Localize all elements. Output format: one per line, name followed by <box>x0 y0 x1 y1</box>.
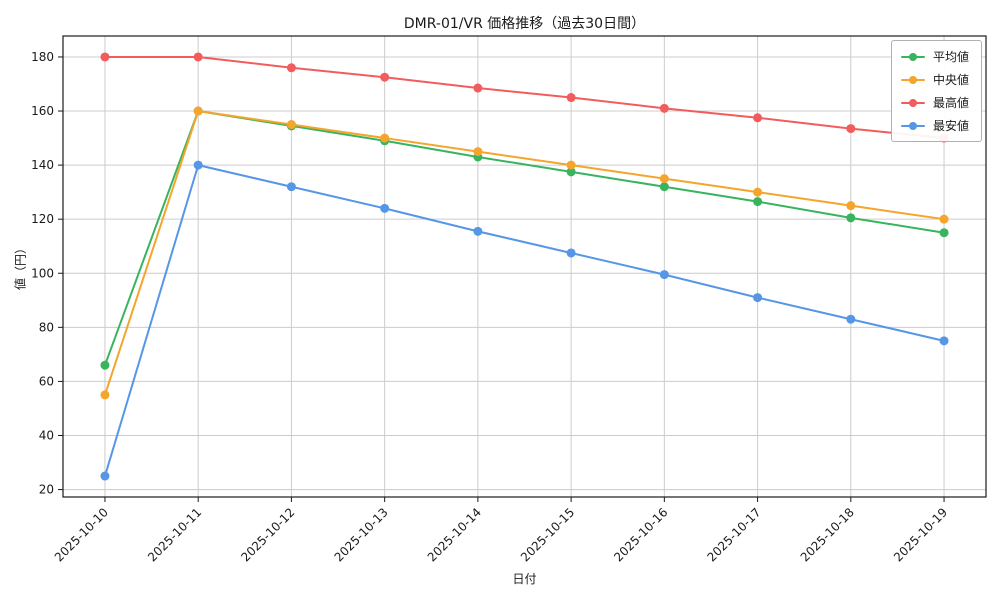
x-tick-label: 2025-10-18 <box>798 505 857 564</box>
y-tick-label: 20 <box>39 483 54 497</box>
x-axis-label: 日付 <box>512 572 537 586</box>
y-tick-label: 60 <box>39 374 54 388</box>
legend-item-最安値: 最安値 <box>900 117 969 134</box>
series-最高値 <box>100 52 949 143</box>
y-tick-label: 40 <box>39 428 54 442</box>
y-tick-label: 140 <box>31 158 54 172</box>
y-axis-label: 値（円） <box>13 241 28 291</box>
x-tick-label: 2025-10-19 <box>891 505 950 564</box>
legend-item-中央値: 中央値 <box>900 71 969 88</box>
x-tick-label: 2025-10-12 <box>238 505 297 564</box>
x-tick-label: 2025-10-16 <box>611 505 670 564</box>
series-平均値 <box>100 106 949 370</box>
x-tick-label: 2025-10-11 <box>145 505 204 564</box>
plot-border <box>62 35 987 498</box>
axis-ticks: 20 40 60 80 100 120 140 160 180 2025-10-10 2025-10… <box>31 50 950 564</box>
y-tick-label: 180 <box>31 50 54 64</box>
chart-title: DMR-01/VR 価格推移（過去30日間） <box>403 16 646 32</box>
legend-label: 最高値 <box>932 96 969 110</box>
x-tick-label: 2025-10-15 <box>518 505 577 564</box>
y-tick-label: 120 <box>31 212 54 226</box>
grid-lines <box>63 36 986 497</box>
y-tick-label: 100 <box>31 266 54 280</box>
legend-marker-icon <box>900 52 925 61</box>
x-tick-label: 2025-10-10 <box>52 505 111 564</box>
x-tick-label: 2025-10-14 <box>425 505 484 564</box>
legend-item-最高値: 最高値 <box>900 94 969 111</box>
legend-item-平均値: 平均値 <box>900 48 969 65</box>
series-中央値 <box>100 106 949 400</box>
legend-marker-icon <box>900 98 925 107</box>
legend-label: 中央値 <box>932 73 969 87</box>
chart-legend: 平均値中央値最高値最安値 <box>890 40 982 142</box>
legend-label: 平均値 <box>932 50 969 64</box>
y-tick-label: 160 <box>31 104 54 118</box>
legend-marker-icon <box>900 121 925 130</box>
x-tick-label: 2025-10-13 <box>332 505 391 564</box>
y-tick-label: 80 <box>39 320 54 334</box>
x-tick-label: 2025-10-17 <box>704 505 763 564</box>
legend-label: 最安値 <box>932 119 969 133</box>
legend-marker-icon <box>900 75 925 84</box>
series-最安値 <box>100 160 949 481</box>
